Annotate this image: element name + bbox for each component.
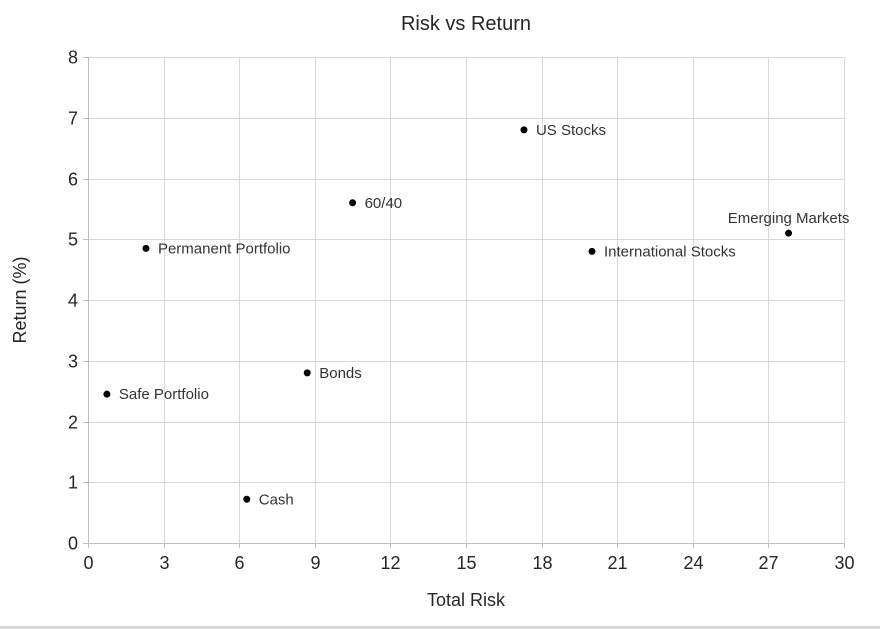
data-point-label: Emerging Markets	[728, 210, 850, 227]
data-point-label: Safe Portfolio	[119, 386, 209, 403]
data-point-label: 60/40	[365, 195, 403, 212]
data-point	[588, 247, 596, 255]
y-tick-label: 6	[68, 170, 78, 190]
data-point	[103, 390, 111, 398]
y-tick-label: 7	[68, 109, 78, 129]
x-tick-label: 21	[607, 553, 627, 573]
x-tick-label: 18	[532, 553, 552, 573]
x-tick-label: 0	[83, 553, 93, 573]
y-tick-label: 4	[68, 291, 78, 311]
y-tick-label: 2	[68, 413, 78, 433]
x-tick-label: 27	[758, 553, 778, 573]
y-tick-label: 5	[68, 230, 78, 250]
data-point	[303, 369, 311, 377]
data-point-label: International Stocks	[604, 243, 736, 260]
x-tick-label: 24	[683, 553, 703, 573]
data-point	[349, 199, 357, 207]
window-bottom-edge	[0, 626, 880, 629]
x-tick-label: 15	[456, 553, 476, 573]
data-point-label: Permanent Portfolio	[158, 240, 291, 257]
data-point-label: US Stocks	[536, 122, 606, 139]
data-point	[243, 495, 251, 503]
x-axis-title: Total Risk	[426, 590, 506, 610]
data-point	[785, 229, 793, 237]
x-tick-label: 3	[159, 553, 169, 573]
y-axis-title: Return (%)	[10, 256, 30, 344]
x-tick-label: 12	[380, 553, 400, 573]
data-point	[520, 126, 528, 134]
y-tick-label: 0	[68, 534, 78, 554]
x-tick-label: 30	[834, 553, 854, 573]
y-tick-label: 8	[68, 48, 78, 68]
chart-title: Risk vs Return	[400, 13, 532, 35]
y-tick-label: 3	[68, 352, 78, 372]
x-tick-label: 9	[310, 553, 320, 573]
y-tick-label: 1	[68, 473, 78, 493]
data-point-label: Bonds	[319, 365, 362, 382]
x-tick-label: 6	[234, 553, 244, 573]
data-point	[142, 244, 150, 252]
data-point-label: Cash	[259, 491, 294, 508]
